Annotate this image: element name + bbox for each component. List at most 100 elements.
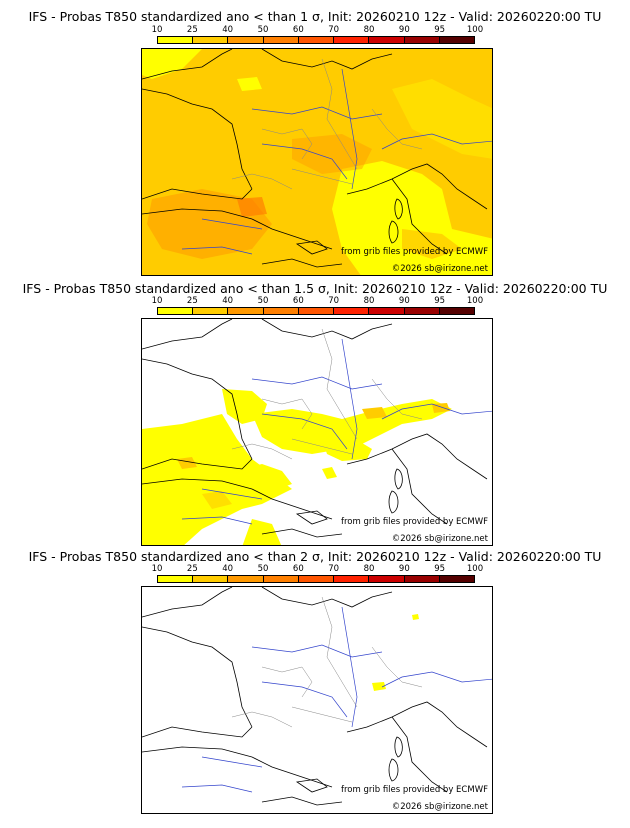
legend-colorbar xyxy=(157,307,475,315)
probability-area xyxy=(142,414,292,545)
copyright-credit: ©2026 sb@irizone.net xyxy=(391,264,488,274)
legend-color-swatch xyxy=(193,576,229,582)
legend-tick-label: 10 xyxy=(151,564,163,574)
legend-labels: 10 25 40 50 60 70 80 90 95 100 xyxy=(152,25,484,36)
legend-color-swatch xyxy=(193,37,229,43)
probability-area xyxy=(322,467,337,479)
probability-area xyxy=(252,399,452,454)
legend-tick-label: 70 xyxy=(328,296,340,306)
legend-tick-label: 80 xyxy=(363,25,375,35)
legend-tick-label: 100 xyxy=(466,296,484,306)
legend-tick-label: 10 xyxy=(151,296,163,306)
legend-tick-label: 25 xyxy=(186,25,198,35)
legend-color-swatch xyxy=(228,37,264,43)
rivers xyxy=(181,606,492,793)
legend-tick-label: 90 xyxy=(398,564,410,574)
legend-tick-label: 100 xyxy=(466,25,484,35)
legend-color-swatch xyxy=(369,37,405,43)
probability-area-low xyxy=(142,49,202,79)
legend-tick-label: 95 xyxy=(434,25,446,35)
legend-labels: 10 25 40 50 60 70 80 90 95 100 xyxy=(152,296,484,307)
legend-color-swatch xyxy=(263,308,299,314)
legend-tick-label: 90 xyxy=(398,25,410,35)
map-canvas xyxy=(142,587,492,806)
probability-area-low xyxy=(237,77,262,91)
legend-tick-label: 40 xyxy=(222,564,234,574)
probability-area xyxy=(242,519,282,545)
legend-tick-label: 95 xyxy=(434,564,446,574)
legend-tick-label: 60 xyxy=(292,296,304,306)
legend-labels: 10 25 40 50 60 70 80 90 95 100 xyxy=(152,564,484,575)
legend-color-swatch xyxy=(334,37,370,43)
legend-tick-label: 10 xyxy=(151,25,163,35)
legend-tick-label: 25 xyxy=(186,296,198,306)
probability-area-low xyxy=(392,79,492,159)
legend-color-swatch xyxy=(334,308,370,314)
data-source-credit: from grib files provided by ECMWF xyxy=(341,785,488,795)
legend-tick-label: 50 xyxy=(257,25,269,35)
legend-tick-label: 70 xyxy=(328,564,340,574)
legend-tick-label: 90 xyxy=(398,296,410,306)
probability-area-mid xyxy=(432,403,450,413)
legend-color-swatch xyxy=(298,308,335,314)
coastlines xyxy=(142,319,488,538)
legend-tick-label: 60 xyxy=(292,25,304,35)
legend-color-swatch xyxy=(439,37,474,43)
legend-tick-label: 70 xyxy=(328,25,340,35)
legend-color-swatch xyxy=(298,37,335,43)
legend-color-swatch xyxy=(334,576,370,582)
data-source-credit: from grib files provided by ECMWF xyxy=(341,247,488,257)
legend-tick-label: 50 xyxy=(257,296,269,306)
legend-tick-label: 40 xyxy=(222,25,234,35)
legend-color-swatch xyxy=(158,308,194,314)
legend-color-swatch xyxy=(298,576,335,582)
legend-tick-label: 100 xyxy=(466,564,484,574)
legend-color-swatch xyxy=(404,37,440,43)
admin-borders xyxy=(231,596,423,728)
panel-title: IFS - Probas T850 standardized ano < tha… xyxy=(28,9,602,24)
data-source-credit: from grib files provided by ECMWF xyxy=(341,517,488,527)
legend-color-swatch xyxy=(193,308,229,314)
map-canvas xyxy=(142,319,492,545)
legend-tick-label: 60 xyxy=(292,564,304,574)
probability-area-mid xyxy=(362,407,387,419)
legend-color-swatch xyxy=(263,37,299,43)
legend-color-swatch xyxy=(439,308,474,314)
legend-color-swatch xyxy=(158,576,194,582)
legend-color-swatch xyxy=(263,576,299,582)
probability-area xyxy=(372,682,386,691)
legend-tick-label: 40 xyxy=(222,296,234,306)
panel-2: IFS - Probas T850 standardized ano < tha… xyxy=(0,276,630,552)
admin-borders xyxy=(231,328,423,460)
legend-color-swatch xyxy=(404,308,440,314)
legend-color-swatch xyxy=(369,576,405,582)
panel-title: IFS - Probas T850 standardized ano < tha… xyxy=(28,549,602,564)
legend-color-swatch xyxy=(228,576,264,582)
panel-3: IFS - Probas T850 standardized ano < tha… xyxy=(0,549,630,828)
legend-tick-label: 50 xyxy=(257,564,269,574)
legend-colorbar xyxy=(157,575,475,583)
coastlines xyxy=(142,587,488,806)
legend-color-swatch xyxy=(228,308,264,314)
legend-tick-label: 80 xyxy=(363,296,375,306)
legend-color-swatch xyxy=(369,308,405,314)
coastlines xyxy=(142,49,488,268)
legend-colorbar xyxy=(157,36,475,44)
legend-color-swatch xyxy=(404,576,440,582)
rivers xyxy=(181,68,492,255)
probability-area-low xyxy=(332,161,492,275)
probability-area-mid xyxy=(177,457,197,469)
probability-area xyxy=(242,464,292,491)
legend-color-swatch xyxy=(439,576,474,582)
legend-color-swatch xyxy=(158,37,194,43)
legend-tick-label: 95 xyxy=(434,296,446,306)
probability-area-mid xyxy=(202,491,232,509)
legend-tick-label: 25 xyxy=(186,564,198,574)
probability-area-high xyxy=(237,197,267,217)
map-canvas xyxy=(142,49,492,275)
legend-tick-label: 80 xyxy=(363,564,375,574)
panel-title: IFS - Probas T850 standardized ano < tha… xyxy=(22,281,608,296)
copyright-credit: ©2026 sb@irizone.net xyxy=(391,802,488,812)
copyright-credit: ©2026 sb@irizone.net xyxy=(391,534,488,544)
admin-borders xyxy=(231,58,423,190)
